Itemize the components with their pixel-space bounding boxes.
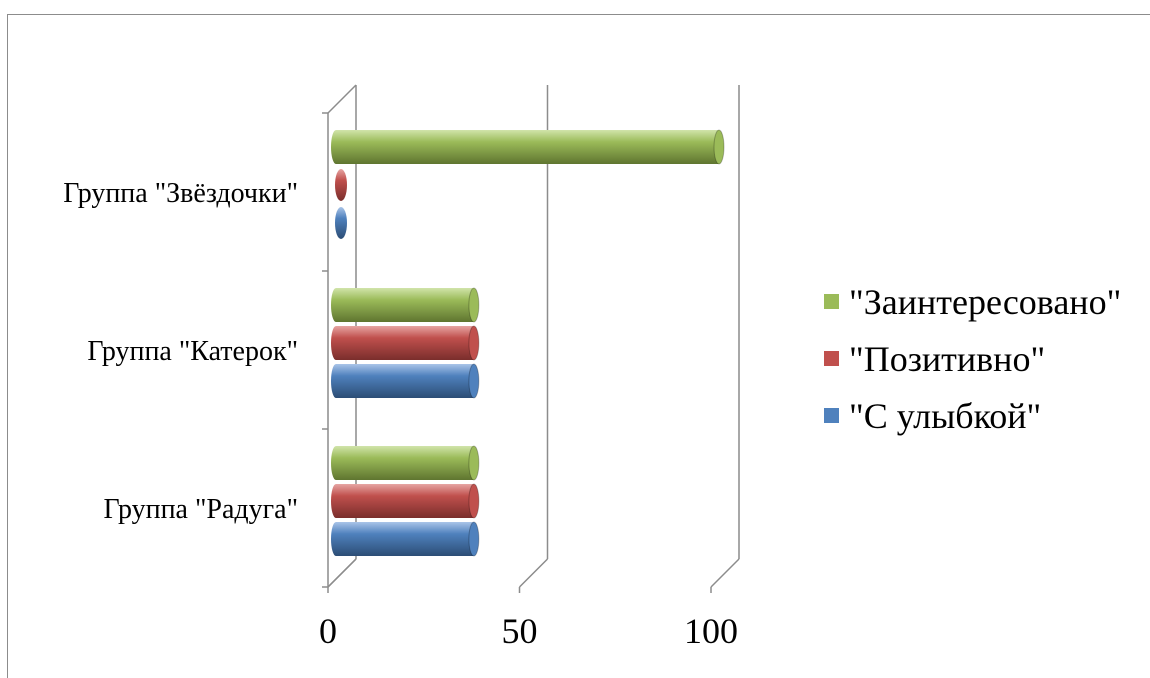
bar-body xyxy=(336,326,474,360)
bar-end-cap xyxy=(468,287,480,323)
legend-label: "С улыбкой" xyxy=(849,395,1042,436)
legend-swatch xyxy=(824,408,839,423)
bar xyxy=(331,483,480,519)
bar-end-cap xyxy=(468,325,480,361)
legend-item: "Заинтересовано" xyxy=(824,273,1121,330)
bar-start-cap xyxy=(331,288,341,322)
category-label: Группа "Звёздочки" xyxy=(63,178,298,209)
bar-body xyxy=(336,484,474,518)
bar-end-cap xyxy=(468,483,480,519)
legend-item: "Позитивно" xyxy=(824,330,1121,387)
legend-swatch xyxy=(824,294,839,309)
category-label: Группа "Радуга" xyxy=(104,494,298,525)
bar-start-cap xyxy=(331,522,341,556)
labels-layer: 0 50 100 Группа "Радуга" Группа "Катерок" Гру… xyxy=(63,178,738,651)
gridline-floor xyxy=(518,558,549,588)
legend-item: "С улыбкой" xyxy=(824,387,1121,444)
x-tick-label: 0 xyxy=(319,611,337,651)
bar-start-cap xyxy=(331,484,341,518)
bar xyxy=(331,287,480,323)
x-tick-label: 100 xyxy=(684,611,738,651)
legend-label: "Заинтересовано" xyxy=(849,281,1122,322)
bar xyxy=(331,129,725,165)
gridline-floor xyxy=(710,558,740,588)
bar-body xyxy=(336,288,474,322)
chart-frame xyxy=(7,14,1150,678)
bar-end-cap xyxy=(468,445,480,481)
bar xyxy=(331,363,480,399)
bar-body xyxy=(336,446,474,480)
bar-end-cap xyxy=(713,129,725,165)
bar xyxy=(331,445,480,481)
wall-top-edge xyxy=(327,84,357,114)
legend: "Заинтересовано" "Позитивно" "С улыбкой" xyxy=(824,273,1121,444)
bar xyxy=(331,521,480,557)
bar-end-cap xyxy=(335,169,347,201)
bars-layer xyxy=(331,129,725,557)
bar-start-cap xyxy=(331,130,341,164)
bar-end-cap xyxy=(468,521,480,557)
bar xyxy=(335,169,347,201)
bar xyxy=(335,207,347,239)
gridline-floor xyxy=(327,558,357,588)
bar-body xyxy=(336,364,474,398)
bar-start-cap xyxy=(331,364,341,398)
bar-end-cap xyxy=(468,363,480,399)
bar-body xyxy=(336,130,719,164)
category-label: Группа "Катерок" xyxy=(87,336,298,367)
bar xyxy=(331,325,480,361)
bar-body xyxy=(336,522,474,556)
x-tick-label: 50 xyxy=(502,611,538,651)
legend-label: "Позитивно" xyxy=(849,338,1046,379)
bar-start-cap xyxy=(331,326,341,360)
bar-end-cap xyxy=(335,207,347,239)
bar-start-cap xyxy=(331,446,341,480)
legend-swatch xyxy=(824,351,839,366)
